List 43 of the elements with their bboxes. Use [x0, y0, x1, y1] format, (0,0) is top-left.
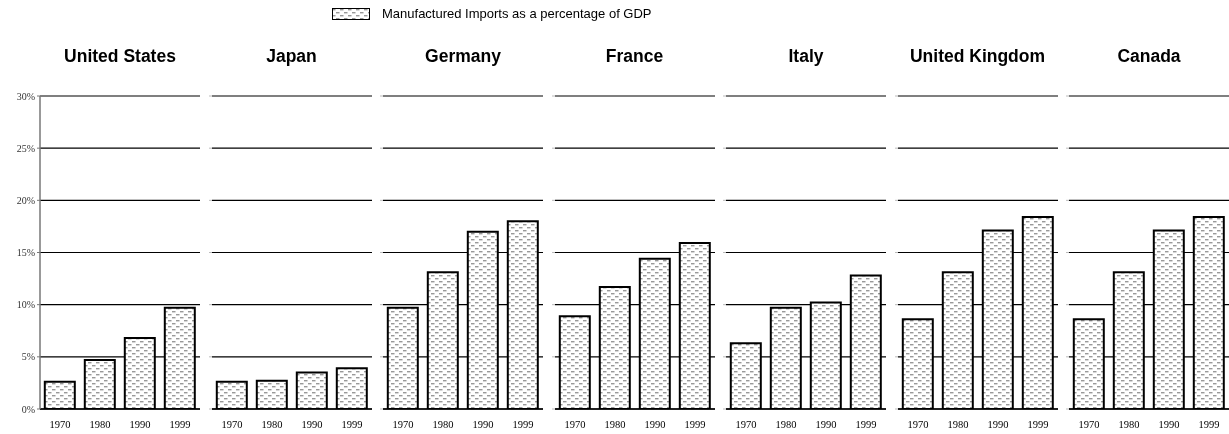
y-tick-label: 10% [16, 299, 35, 311]
x-tick-label: 1990 [301, 419, 322, 431]
x-tick-label: 1970 [735, 419, 757, 431]
x-tick-label: 1999 [512, 419, 534, 431]
y-tick-label: 30% [16, 90, 35, 102]
x-tick-label: 1990 [1158, 419, 1180, 431]
chart-title: United States [63, 46, 177, 67]
chart-title: Germany [424, 46, 502, 67]
x-tick-label: 1999 [169, 419, 191, 431]
x-tick-label: 1970 [392, 419, 414, 431]
x-tick-label: 1980 [89, 419, 111, 431]
y-tick-label: 20% [16, 194, 35, 206]
chart-title: Italy [787, 46, 825, 67]
x-tick-label: 1999 [684, 419, 705, 431]
x-tick-label: 1980 [604, 419, 625, 431]
x-tick-label: 1999 [1027, 419, 1048, 431]
y-tick-label: 15% [16, 247, 35, 259]
x-tick-label: 1980 [1118, 419, 1140, 431]
x-tick-label: 1970 [907, 419, 928, 431]
chart-title: France [604, 46, 665, 67]
x-tick-label: 1970 [1078, 419, 1100, 431]
x-tick-label: 1970 [49, 419, 71, 431]
x-tick-label: 1980 [432, 419, 454, 431]
x-tick-label: 1980 [947, 419, 968, 431]
x-tick-label: 1970 [221, 419, 242, 431]
x-tick-label: 1990 [644, 419, 665, 431]
x-tick-label: 1990 [129, 419, 151, 431]
y-tick-label: 25% [16, 142, 35, 154]
chart-title: Japan [265, 46, 318, 67]
x-tick-label: 1970 [564, 419, 585, 431]
legend-label: Manufactured Imports as a percentage of GDP [382, 6, 652, 21]
y-tick-label: 0% [21, 403, 35, 415]
chart-title: United Kingdom [908, 46, 1047, 67]
x-tick-label: 1999 [855, 419, 877, 431]
x-tick-label: 1999 [1198, 419, 1220, 431]
x-tick-label: 1980 [775, 419, 797, 431]
y-tick-label: 5% [21, 351, 35, 363]
x-tick-label: 1999 [341, 419, 362, 431]
x-tick-label: 1980 [261, 419, 282, 431]
x-tick-label: 1990 [815, 419, 837, 431]
x-tick-label: 1990 [472, 419, 494, 431]
x-tick-label: 1990 [987, 419, 1008, 431]
chart-title: Canada [1116, 46, 1182, 67]
